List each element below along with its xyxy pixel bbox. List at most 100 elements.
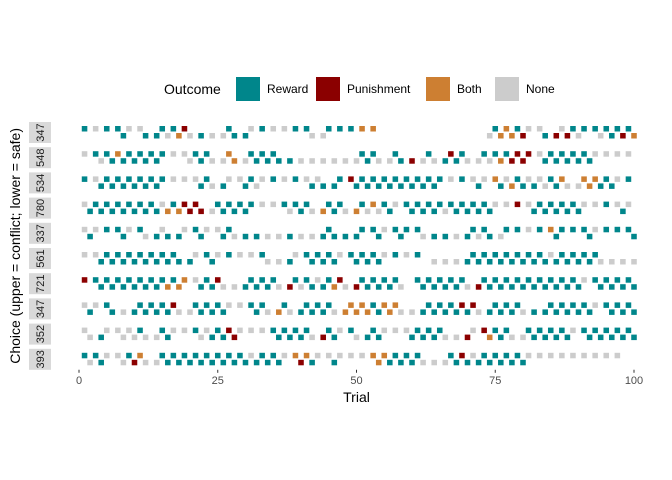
trial-cell-reward — [120, 133, 127, 139]
trial-cell-reward — [159, 252, 166, 258]
trial-cell-none — [192, 176, 199, 182]
trial-cell-reward — [270, 327, 277, 334]
trial-cell-reward — [198, 133, 204, 139]
trial-cell-none — [525, 176, 532, 182]
trial-cell-reward — [581, 151, 587, 157]
trial-cell-reward — [414, 176, 421, 182]
trial-cell-reward — [348, 126, 354, 132]
trial-cell-none — [464, 284, 471, 290]
trial-cell-reward — [364, 183, 371, 189]
trial-cell-none — [359, 352, 365, 359]
trial-cell-reward — [503, 327, 510, 334]
trial-cell-reward — [209, 359, 215, 366]
legend-label-both: Both — [457, 82, 482, 96]
trial-cell-reward — [370, 277, 376, 283]
trial-cell-none — [226, 302, 232, 308]
trial-cell-reward — [609, 133, 615, 139]
trial-cell-reward — [220, 208, 227, 215]
trial-cell-reward — [559, 277, 565, 283]
trial-cell-reward — [192, 151, 199, 157]
trial-cell-reward — [586, 233, 593, 240]
trial-cell-none — [337, 327, 343, 334]
trial-cell-reward — [498, 284, 504, 290]
trial-cell-reward — [498, 359, 504, 366]
participant-label: 721 — [35, 275, 47, 293]
trial-cell-reward — [331, 183, 338, 189]
participant-strip — [29, 348, 51, 370]
trial-cell-reward — [436, 277, 443, 283]
trial-cell-reward — [142, 309, 149, 315]
trial-cell-reward — [165, 359, 171, 366]
trial-cell-reward — [237, 352, 243, 359]
trial-cell-reward — [531, 259, 537, 265]
trial-cell-reward — [470, 252, 476, 258]
trial-cell-reward — [220, 309, 227, 315]
trial-cell-none — [625, 201, 632, 208]
trial-cell-both — [381, 352, 388, 359]
trial-cell-reward — [614, 277, 621, 283]
legend-label-reward: Reward — [267, 82, 308, 96]
trial-cell-reward — [109, 183, 116, 189]
trial-cell-reward — [486, 284, 493, 290]
trial-cell-reward — [209, 259, 215, 265]
trial-cell-punishment — [520, 133, 526, 139]
trial-cell-none — [592, 352, 598, 359]
trial-cell-none — [409, 309, 415, 315]
trial-cell-reward — [570, 252, 576, 258]
trial-cell-reward — [431, 233, 437, 240]
trial-cell-none — [331, 309, 338, 315]
trial-cell-reward — [453, 208, 460, 215]
trial-cell-none — [431, 259, 437, 265]
trial-cell-reward — [359, 151, 365, 157]
trial-cell-reward — [486, 259, 493, 265]
trial-cell-none — [353, 158, 360, 164]
trial-cell-reward — [481, 151, 487, 157]
trial-cell-none — [592, 151, 598, 157]
trial-cell-reward — [303, 327, 310, 334]
trial-cell-none — [520, 334, 526, 341]
trial-cell-reward — [448, 277, 454, 283]
trial-cell-reward — [198, 284, 204, 290]
trial-cell-none — [81, 302, 88, 308]
trial-cell-reward — [331, 233, 338, 240]
trial-cell-reward — [253, 158, 260, 164]
trial-cell-reward — [475, 259, 482, 265]
trial-cell-none — [298, 158, 304, 164]
trial-cell-reward — [115, 201, 121, 208]
trial-cell-reward — [475, 183, 482, 189]
y-axis-title: Choice (upper = conflict; lower = safe) — [7, 128, 23, 364]
trial-cell-reward — [398, 183, 404, 189]
trial-cell-reward — [137, 277, 143, 283]
trial-cell-reward — [242, 233, 249, 240]
trial-cell-reward — [309, 183, 315, 189]
participant-strip — [29, 122, 51, 143]
trial-cell-reward — [542, 208, 548, 215]
trial-cell-reward — [559, 327, 565, 334]
trial-cell-reward — [131, 183, 138, 189]
trial-cell-none — [242, 158, 249, 164]
trial-cell-none — [120, 359, 127, 366]
trial-cell-reward — [559, 151, 565, 157]
trial-cell-both — [498, 158, 504, 164]
trial-cell-reward — [142, 259, 149, 265]
trial-cell-reward — [309, 359, 315, 366]
trial-cell-none — [309, 334, 315, 341]
trial-cell-reward — [609, 334, 615, 341]
trial-cell-reward — [292, 327, 299, 334]
trial-cell-reward — [597, 284, 604, 290]
trial-cell-reward — [625, 277, 632, 283]
trial-cell-reward — [620, 208, 626, 215]
trial-cell-reward — [292, 201, 299, 208]
trial-cell-none — [81, 201, 88, 208]
trial-cell-reward — [536, 226, 543, 233]
trial-cell-reward — [148, 302, 154, 308]
legend-key-none — [495, 77, 519, 101]
trial-cell-reward — [453, 158, 460, 164]
trial-cell-none — [442, 334, 449, 341]
trial-cell-none — [181, 151, 188, 157]
trial-cell-reward — [375, 284, 382, 290]
trial-cell-reward — [581, 327, 587, 334]
trial-cell-reward — [431, 183, 437, 189]
trial-cell-reward — [503, 226, 510, 233]
trial-cell-reward — [142, 158, 149, 164]
